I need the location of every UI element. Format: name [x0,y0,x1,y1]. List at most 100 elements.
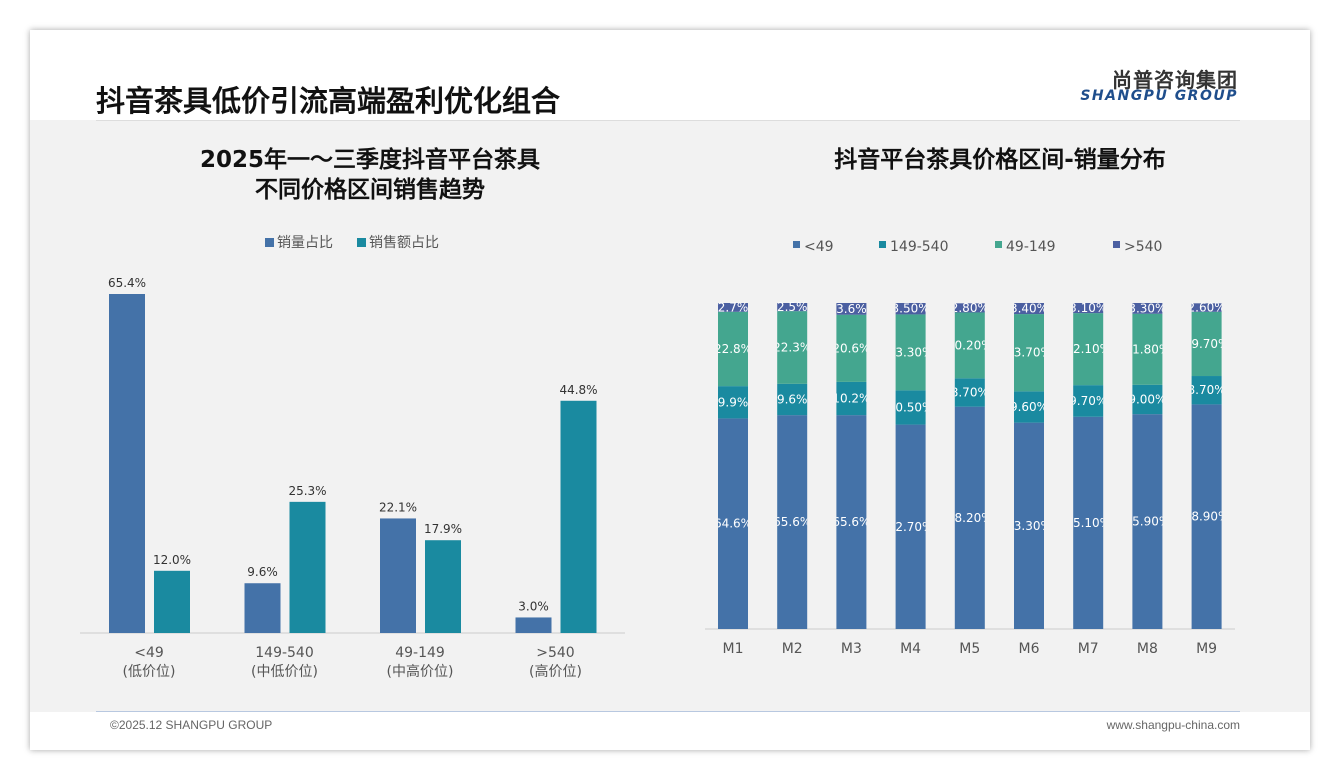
legend-swatch [357,238,366,247]
data-label: 65.10% [1065,516,1111,530]
stack-segment [954,303,985,313]
stack-segment [1191,404,1222,629]
data-label: 65.90% [1125,515,1171,529]
x-tick-label: M2 [782,641,803,657]
title-line: 2025年一～三季度抖音平台茶具 [199,147,540,173]
data-label: 17.9% [424,522,462,536]
data-label: 3.6% [836,302,867,316]
legend-swatch [995,241,1002,248]
stack-segment [718,311,748,387]
stack-segment [954,378,985,407]
stack-segment [895,424,926,629]
legend-label: <49 [804,239,834,255]
data-label: 23.70% [1006,346,1052,360]
data-label: 20.6% [832,341,870,355]
stack-segment [1073,303,1104,314]
stack-segment [895,314,926,391]
stack-segment [718,303,748,312]
divider [96,120,1240,121]
data-label: 8.70% [951,385,989,399]
legend-label: 销售额占比 [369,235,439,251]
stack-segment [1191,376,1222,405]
stack-segment [1191,311,1222,377]
x-tick-sublabel: (中高价位) [387,663,454,680]
x-tick-label: M7 [1078,641,1099,657]
data-label: 10.50% [888,400,934,414]
legend-label: 49-149 [1006,239,1056,255]
data-label: 68.20% [947,511,993,525]
stack-segment [718,418,748,629]
right-chart-title: 抖音平台茶具价格区间-销量分布 [834,147,1166,173]
data-label: 22.1% [379,500,417,514]
data-label: 19.70% [1184,337,1230,351]
x-tick-label: >540 [536,645,574,661]
data-label: 12.0% [153,553,191,567]
data-label: 3.50% [892,302,930,316]
stack-segment [895,390,926,425]
page-title: 抖音茶具低价引流高端盈利优化组合 [96,84,561,118]
bar [244,583,281,633]
data-label: 68.90% [1184,510,1230,524]
data-label: 9.00% [1128,392,1166,406]
data-label: 22.3% [773,340,811,354]
legend-swatch [265,238,274,247]
stack-segment [1132,313,1163,385]
header-band [30,30,1310,120]
legend-label: 销量占比 [277,235,333,251]
footer-divider [96,711,1240,712]
data-label: 3.40% [1010,302,1048,316]
data-label: 2.80% [951,301,989,315]
title-line: 不同价格区间销售趋势 [255,177,485,203]
stack-segment [777,415,808,629]
bar [109,294,145,633]
footer-band [30,712,1310,750]
stack-segment [777,383,808,416]
stack-segment [836,381,867,416]
data-label: 21.80% [1125,342,1171,356]
x-tick-sublabel: (高价位) [529,663,582,680]
data-label: 2.5% [777,300,808,314]
data-label: 2.7% [718,300,749,314]
data-label: 22.8% [714,342,752,356]
stack-segment [1073,385,1104,417]
x-tick-label: 149-540 [255,645,314,661]
stack-segment [836,415,867,629]
logo-cn: 尚普咨询集团 [1112,68,1238,92]
data-label: 9.9% [718,395,749,409]
x-tick-sublabel: (低价位) [123,664,176,680]
data-label: 65.4% [108,276,146,290]
data-label: 9.60% [1010,400,1048,414]
stack-segment [1132,303,1163,314]
stack-segment [1014,314,1044,392]
data-label: 9.6% [777,392,808,406]
data-label: 3.0% [518,599,549,613]
stack-segment [836,314,867,382]
x-tick-label: M8 [1137,641,1158,657]
legend-label: 149-540 [890,239,949,255]
x-tick-label: M4 [900,641,921,657]
stack-segment [777,311,808,384]
left-chart-title: 2025年一～三季度抖音平台茶具 不同价格区间销售趋势 [90,145,650,205]
x-tick-label: M1 [723,641,744,657]
data-label: 10.2% [832,392,870,406]
data-label: 25.3% [288,484,326,498]
logo-en: SHANGPU GROUP [1080,88,1238,104]
legend-swatch [879,241,886,248]
data-label: 65.6% [773,515,811,529]
stack-segment [954,312,985,379]
copyright: ©2025.12 SHANGPU GROUP [110,718,273,732]
stack-segment [1132,384,1163,415]
data-label: 3.10% [1069,301,1107,315]
stack-segment [836,303,867,315]
stack-segment [1014,422,1044,629]
data-label: 20.20% [947,338,993,352]
bar [289,501,326,633]
data-label: 22.10% [1065,342,1111,356]
data-label: 9.70% [1069,394,1107,408]
data-label: 64.6% [714,517,752,531]
bar [154,570,190,633]
bar [515,617,552,633]
stack-segment [1073,416,1104,629]
stack-segment [1132,414,1163,629]
